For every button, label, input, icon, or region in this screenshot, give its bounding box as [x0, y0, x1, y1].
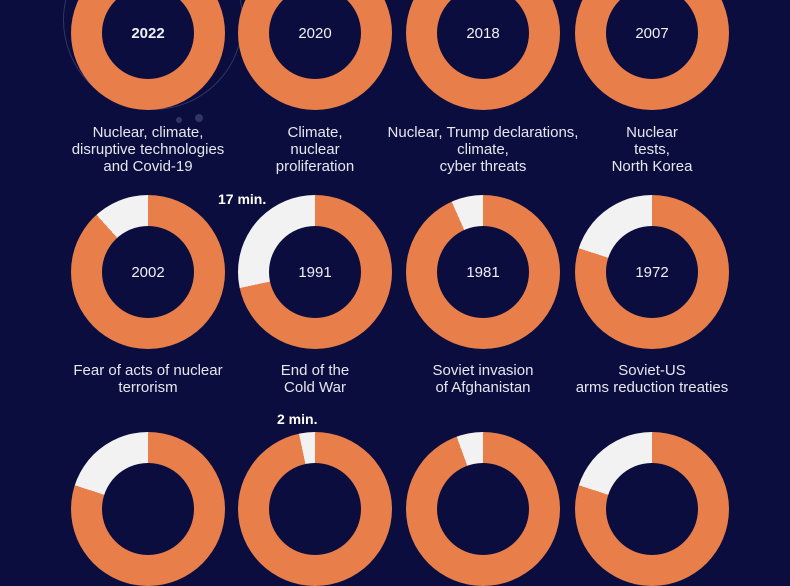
year-label	[437, 463, 529, 555]
caption-line: nuclear	[290, 141, 340, 158]
caption-1991: End of the Cold War	[200, 362, 430, 396]
year-label: 1972	[606, 226, 698, 318]
caption-line: terrorism	[118, 379, 178, 396]
caption-line: cyber threats	[439, 158, 527, 175]
caption-line: and Covid-19	[103, 158, 193, 175]
year-label: 1991	[269, 226, 361, 318]
minutes-label-2: 2 min.	[277, 411, 318, 427]
caption-line: tests,	[634, 141, 670, 158]
decorative-dot	[195, 114, 203, 122]
year-label: 2007	[606, 0, 698, 79]
caption-line: proliferation	[275, 158, 355, 175]
caption-line: Cold War	[284, 379, 346, 396]
donut-1972: 1972	[575, 195, 729, 349]
caption-2002: Fear of acts of nuclear terrorism	[33, 362, 263, 396]
caption-2022: Nuclear, climate, disruptive technologie…	[33, 124, 263, 175]
caption-line: End of the	[280, 362, 350, 379]
year-label	[606, 463, 698, 555]
year-label	[102, 463, 194, 555]
caption-line: arms reduction treaties	[575, 379, 729, 396]
donut-1981: 1981	[406, 195, 560, 349]
donut-2002: 2002	[71, 195, 225, 349]
decorative-dot	[176, 117, 182, 123]
donut-row3-4	[575, 432, 729, 586]
minutes-label-17: 17 min.	[218, 191, 267, 207]
caption-line: North Korea	[611, 158, 693, 175]
caption-line: climate,	[457, 141, 509, 158]
year-label: 2020	[269, 0, 361, 79]
donut-1991: 1991	[238, 195, 392, 349]
caption-2018: Nuclear, Trump declarations, climate, cy…	[368, 124, 598, 175]
caption-2020: Climate, nuclear proliferation	[200, 124, 430, 175]
donut-row3-3	[406, 432, 560, 586]
caption-line: Soviet invasion	[432, 362, 534, 379]
year-label: 1981	[437, 226, 529, 318]
caption-1972: Soviet-US arms reduction treaties	[537, 362, 767, 396]
year-label	[269, 463, 361, 555]
caption-line: Nuclear	[626, 124, 678, 141]
year-label: 2018	[437, 0, 529, 79]
donut-row3-2	[238, 432, 392, 586]
caption-line: disruptive technologies	[71, 141, 225, 158]
donut-2018: 2018	[406, 0, 560, 110]
caption-line: Soviet-US	[618, 362, 686, 379]
caption-2007: Nuclear tests, North Korea	[537, 124, 767, 175]
caption-line: Nuclear, climate,	[92, 124, 204, 141]
year-label: 2002	[102, 226, 194, 318]
caption-line: Fear of acts of nuclear	[73, 362, 223, 379]
year-label: 2022	[102, 0, 194, 79]
caption-1981: Soviet invasion of Afghanistan	[368, 362, 598, 396]
caption-line: Nuclear, Trump declarations,	[387, 124, 579, 141]
donut-2007: 2007	[575, 0, 729, 110]
donut-2020: 2020	[238, 0, 392, 110]
caption-line: of Afghanistan	[435, 379, 531, 396]
donut-row3-1	[71, 432, 225, 586]
caption-line: Climate,	[287, 124, 343, 141]
